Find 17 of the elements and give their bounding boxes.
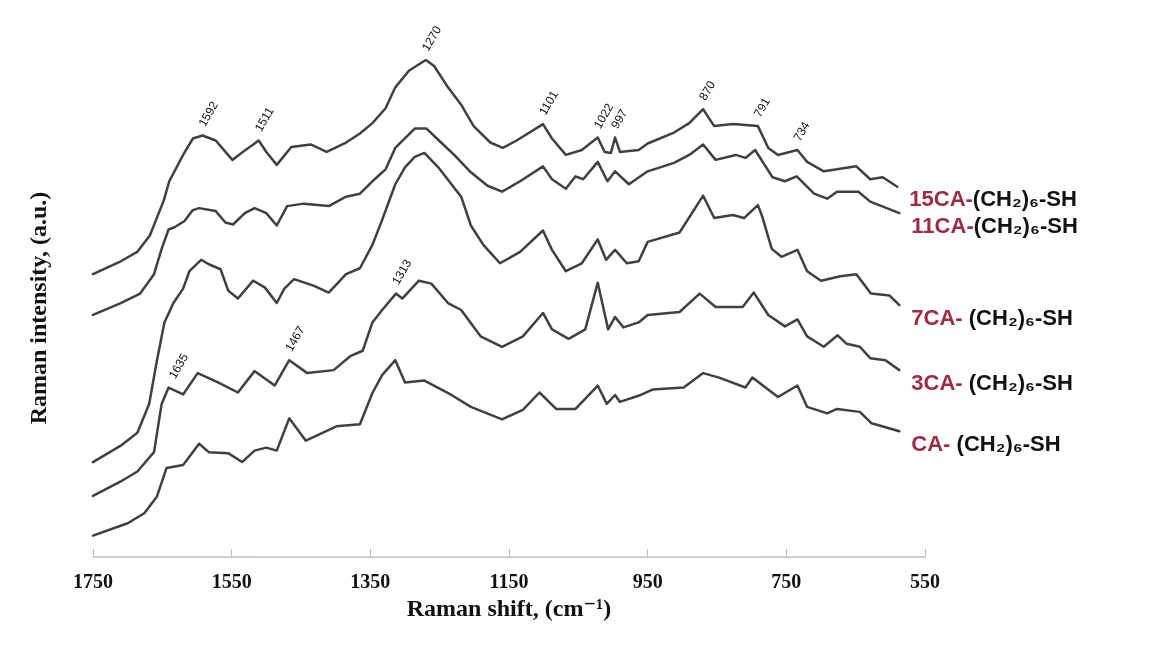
series-label: 3CA- (CH₂)₆-SH: [911, 369, 1073, 395]
annotation: 734: [790, 118, 813, 144]
x-tick-label: 550: [910, 570, 940, 592]
x-tick-label: 750: [771, 570, 802, 592]
x-tick-label: 1150: [489, 570, 529, 592]
annotation: 791: [750, 94, 774, 120]
series-label: 15CA-(CH₂)₆-SH: [909, 186, 1077, 212]
series-label: 7CA- (CH₂)₆-SH: [911, 304, 1073, 330]
x-tick-label: 1550: [211, 570, 252, 592]
series-label: CA- (CH₂)₆-SH: [911, 430, 1061, 456]
x-axis-title: Raman shift, (cm⁻¹): [406, 594, 612, 621]
x-tick-label: 950: [632, 570, 663, 592]
annotation: 870: [696, 78, 719, 103]
y-axis-title: Raman intensity, (a.u.): [25, 191, 51, 425]
x-tick-label: 1750: [73, 570, 113, 592]
series-label: 11CA-(CH₂)₆-SH: [911, 212, 1078, 238]
x-tick-label: 1350: [350, 570, 391, 592]
